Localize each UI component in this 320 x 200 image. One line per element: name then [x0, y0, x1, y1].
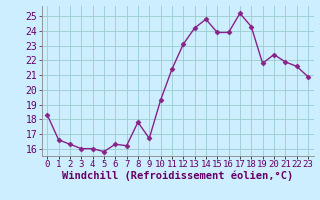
- X-axis label: Windchill (Refroidissement éolien,°C): Windchill (Refroidissement éolien,°C): [62, 171, 293, 181]
